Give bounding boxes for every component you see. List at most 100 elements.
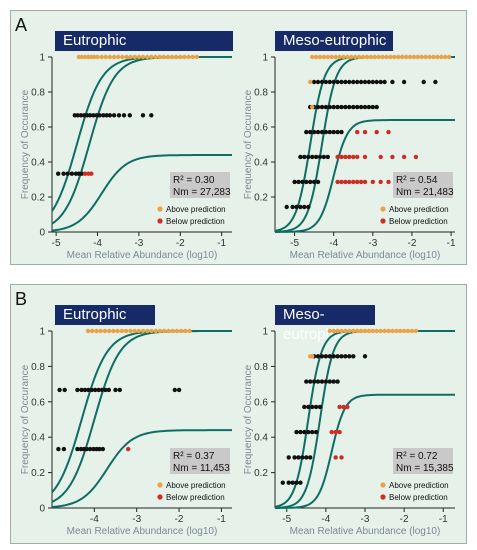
y-axis-label: Frequency of Occurance xyxy=(243,89,254,199)
data-point xyxy=(335,129,340,135)
above-prediction-point xyxy=(90,328,95,334)
data-point xyxy=(327,129,332,135)
above-prediction-point xyxy=(79,54,85,60)
below-prediction-point xyxy=(347,154,352,160)
data-point xyxy=(366,79,372,85)
data-point xyxy=(374,104,379,110)
above-prediction-point xyxy=(374,328,379,334)
data-point xyxy=(65,171,70,176)
x-tick-label: -4 xyxy=(90,514,99,525)
y-tick-label: 0.6 xyxy=(31,123,45,134)
above-prediction-point xyxy=(329,54,334,60)
above-prediction-point xyxy=(153,328,158,334)
above-prediction-point xyxy=(376,54,381,60)
below-prediction-point xyxy=(362,154,368,160)
data-point xyxy=(101,113,106,118)
y-tick-label: 1 xyxy=(39,327,45,338)
below-prediction-point xyxy=(347,179,352,185)
above-prediction-point xyxy=(333,54,338,60)
below-prediction-point xyxy=(339,154,344,160)
below-prediction-point xyxy=(333,429,338,435)
data-point xyxy=(75,387,80,393)
above-prediction-point xyxy=(194,54,199,60)
data-point xyxy=(315,79,321,85)
x-tick-label: -3 xyxy=(368,238,377,249)
data-point xyxy=(290,480,295,485)
above-prediction-point xyxy=(398,328,403,334)
above-prediction-point xyxy=(401,328,407,334)
data-point xyxy=(82,387,88,393)
above-prediction-point xyxy=(99,54,104,60)
data-point xyxy=(347,104,352,110)
legend-below-label: Below prediction xyxy=(166,493,225,502)
below-prediction-point xyxy=(343,179,348,185)
nm-text: Nm = 15,385 xyxy=(396,463,454,474)
above-prediction-point xyxy=(136,328,141,334)
y-axis-label: Frequency of Occurance xyxy=(243,364,254,474)
above-prediction-point xyxy=(355,328,360,334)
below-prediction-point xyxy=(343,154,348,160)
data-point xyxy=(106,387,112,393)
data-point xyxy=(140,113,146,118)
x-tick-label: -2 xyxy=(408,238,417,249)
data-point xyxy=(176,387,182,393)
data-point xyxy=(339,104,344,110)
legend-below-label: Below prediction xyxy=(389,493,448,502)
data-point xyxy=(315,354,321,359)
above-prediction-point xyxy=(443,54,448,60)
x-tick-label: -2 xyxy=(400,514,409,525)
r-squared-text: R² = 0.37 xyxy=(173,451,215,462)
data-point xyxy=(91,113,96,118)
below-prediction-point xyxy=(89,171,94,176)
below-prediction-point xyxy=(351,154,356,160)
y-tick-label: 1 xyxy=(39,53,45,64)
above-prediction-point xyxy=(111,328,116,334)
data-point xyxy=(286,455,291,460)
x-tick-label: -1 xyxy=(217,238,226,249)
above-prediction-point xyxy=(415,54,420,60)
above-prediction-point xyxy=(368,54,374,60)
above-prediction-point xyxy=(165,54,171,60)
data-point xyxy=(323,354,329,359)
data-point xyxy=(374,79,379,85)
data-point xyxy=(298,480,303,485)
data-point xyxy=(335,104,340,110)
data-point xyxy=(347,354,352,359)
data-point xyxy=(75,446,80,452)
data-point xyxy=(323,379,329,384)
x-tick-label: -1 xyxy=(447,238,456,249)
data-point xyxy=(99,387,105,393)
above-prediction-point xyxy=(149,54,154,60)
x-tick-label: -5 xyxy=(290,238,299,249)
legend-above-marker xyxy=(380,482,386,488)
x-tick-label: -4 xyxy=(329,238,338,249)
stats-box xyxy=(170,172,230,198)
data-point xyxy=(116,113,122,118)
data-point xyxy=(69,171,75,176)
x-axis-label: Mean Relative Abundance (log10) xyxy=(67,526,218,537)
data-point xyxy=(382,79,387,85)
data-point xyxy=(296,455,301,460)
above-prediction-point xyxy=(356,54,362,60)
data-point xyxy=(311,379,317,384)
above-prediction-point xyxy=(178,54,183,60)
above-prediction-point xyxy=(107,54,113,60)
data-point xyxy=(84,446,89,452)
above-prediction-point xyxy=(403,54,409,60)
above-prediction-point xyxy=(351,328,356,334)
above-prediction-point xyxy=(339,328,344,334)
fit-curve xyxy=(51,429,232,508)
below-prediction-point xyxy=(126,446,131,452)
y-tick-label: 0.8 xyxy=(31,88,45,99)
data-point xyxy=(351,79,356,85)
above-prediction-point xyxy=(327,328,332,334)
data-point xyxy=(343,79,348,85)
x-tick-label: -5 xyxy=(52,238,61,249)
data-point xyxy=(401,79,407,85)
data-point xyxy=(421,79,426,85)
data-point xyxy=(292,455,297,460)
data-point xyxy=(79,387,84,393)
above-prediction-point xyxy=(310,354,315,359)
data-point xyxy=(335,354,340,359)
